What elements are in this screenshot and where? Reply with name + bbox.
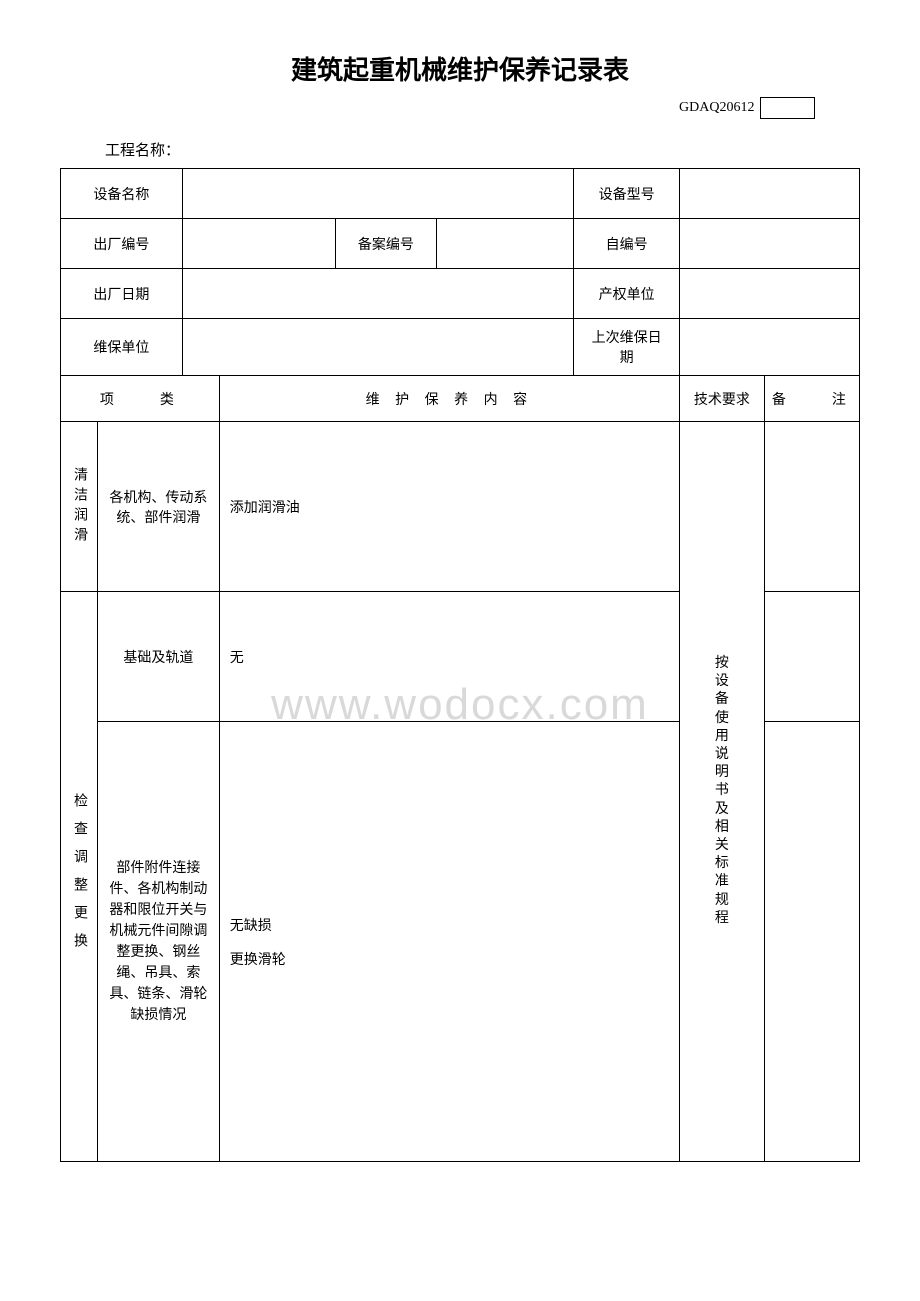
note-2 [764, 592, 859, 722]
section-header-row: 项 类 维 护 保 养 内 容 技术要求 备 注 [61, 376, 860, 422]
content-line-a: 无缺损 [230, 915, 673, 935]
body-row-1: 清洁润滑 各机构、传动系统、部件润滑 添加润滑油 按设备使用说明书及相关标准规程 [61, 422, 860, 592]
cat-check-adjust: 检查调整更换 [61, 592, 98, 1162]
form-code-box [760, 97, 815, 119]
owner-unit-label: 产权单位 [574, 269, 680, 319]
content-add-oil: 添加润滑油 [219, 422, 679, 592]
col-category: 项 类 [61, 376, 220, 422]
col-note: 备 注 [764, 376, 859, 422]
equip-name-label: 设备名称 [61, 169, 183, 219]
info-row-1: 设备名称 设备型号 [61, 169, 860, 219]
record-no-value [436, 219, 574, 269]
maint-unit-label: 维保单位 [61, 319, 183, 376]
maint-unit-value [182, 319, 574, 376]
cat-clean-lube-text: 清洁润滑 [69, 467, 89, 547]
sub-parts-condition: 部件附件连接件、各机构制动器和限位开关与机械元件间隙调整更换、钢丝绳、吊具、索具… [98, 722, 220, 1162]
content-no-damage: 无缺损 更换滑轮 [219, 722, 679, 1162]
tech-req-text: 按设备使用说明书及相关标准规程 [713, 655, 730, 928]
record-no-label: 备案编号 [336, 219, 437, 269]
form-code-row: GDAQ20612 [60, 97, 860, 119]
factory-date-value [182, 269, 574, 319]
col-content: 维 护 保 养 内 容 [219, 376, 679, 422]
info-row-4: 维保单位 上次维保日 期 [61, 319, 860, 376]
cat-check-adjust-text: 检查调整更换 [69, 793, 89, 961]
factory-date-label: 出厂日期 [61, 269, 183, 319]
equip-model-label: 设备型号 [574, 169, 680, 219]
col-tech: 技术要求 [680, 376, 765, 422]
page-title: 建筑起重机械维护保养记录表 [60, 50, 860, 87]
info-row-2: 出厂编号 备案编号 自编号 [61, 219, 860, 269]
factory-no-label: 出厂编号 [61, 219, 183, 269]
self-no-label: 自编号 [574, 219, 680, 269]
info-row-3: 出厂日期 产权单位 [61, 269, 860, 319]
cat-clean-lube: 清洁润滑 [61, 422, 98, 592]
tech-req: 按设备使用说明书及相关标准规程 [680, 422, 765, 1162]
last-maint-date-value [680, 319, 860, 376]
project-name-row: 工程名称： [60, 139, 860, 160]
factory-no-value [182, 219, 335, 269]
equip-name-value [182, 169, 574, 219]
form-code-label: GDAQ20612 [679, 100, 754, 116]
owner-unit-value [680, 269, 860, 319]
sub-foundation-track: 基础及轨道 [98, 592, 220, 722]
equip-model-value [680, 169, 860, 219]
project-name-label: 工程名称： [105, 143, 180, 159]
content-none: 无 [219, 592, 679, 722]
content-line-b: 更换滑轮 [230, 949, 673, 969]
maintenance-table: 设备名称 设备型号 出厂编号 备案编号 自编号 出厂日期 产权单位 维保单位 上… [60, 168, 860, 1162]
last-maint-date-label: 上次维保日 期 [574, 319, 680, 376]
note-1 [764, 422, 859, 592]
self-no-value [680, 219, 860, 269]
note-3 [764, 722, 859, 1162]
sub-mechanism-lube: 各机构、传动系统、部件润滑 [98, 422, 220, 592]
